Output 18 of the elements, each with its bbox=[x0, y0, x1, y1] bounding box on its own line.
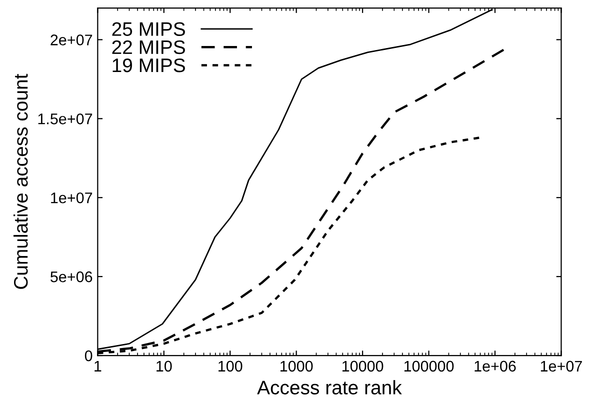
y-tick-label: 1e+07 bbox=[51, 192, 92, 204]
x-tick-label: 1000 bbox=[280, 360, 313, 372]
x-tick-label: 100000 bbox=[404, 360, 454, 372]
legend-label: 22 MIPS bbox=[112, 40, 185, 54]
x-tick-label: 1 bbox=[94, 360, 102, 372]
y-tick-label: 2e+07 bbox=[50, 34, 92, 46]
x-tick-label: 10000 bbox=[342, 360, 384, 372]
x-tick-label: 1e+07 bbox=[540, 360, 582, 372]
x-axis-title: Access rate rank bbox=[257, 380, 402, 394]
y-tick-label: 5e+06 bbox=[50, 271, 92, 282]
x-tick-label: 100 bbox=[218, 360, 242, 372]
legend-label: 25 MIPS bbox=[112, 22, 185, 36]
y-tick-label: 1.5e+07 bbox=[38, 113, 92, 124]
legend-label: 19 MIPS bbox=[112, 58, 185, 72]
y-axis-title: Cumulative access count bbox=[13, 74, 28, 289]
x-tick-label: 10 bbox=[156, 360, 172, 372]
x-tick-label: 1e+06 bbox=[474, 360, 516, 372]
y-tick-label: 0 bbox=[84, 350, 92, 362]
